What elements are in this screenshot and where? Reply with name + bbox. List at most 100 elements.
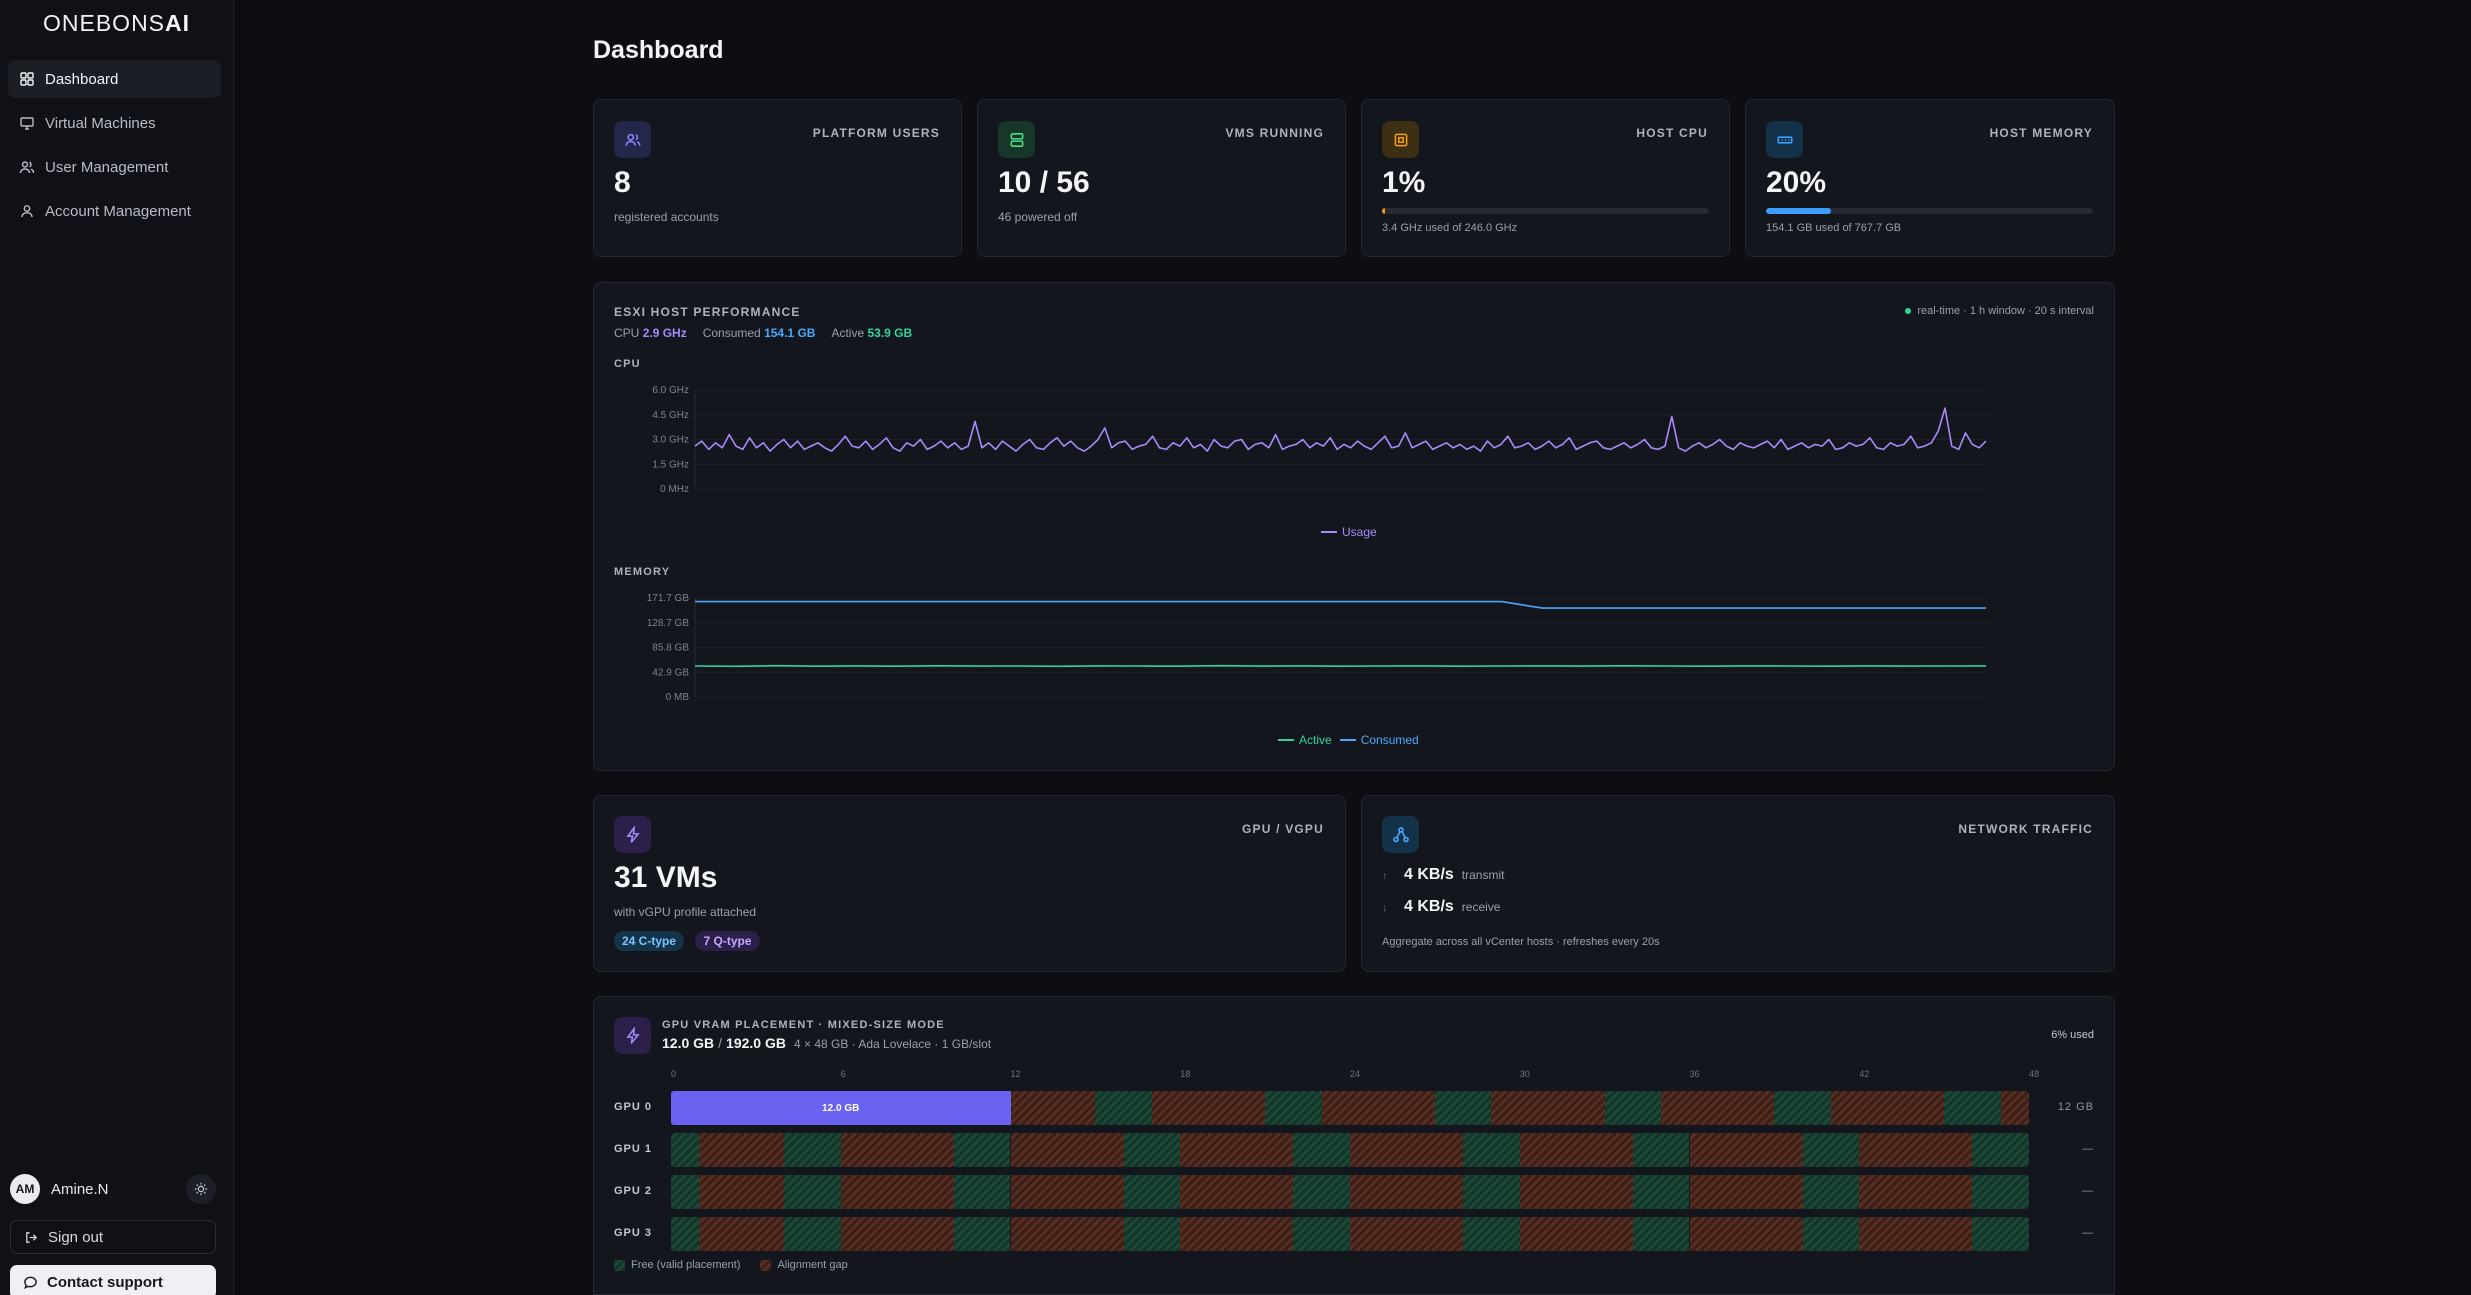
stat-card-platform-users: PLATFORM USERS 8 registered accounts [593,99,962,257]
free-slot-segment [671,1175,700,1209]
free-slot-segment [1123,1133,1181,1167]
cpu-summary-label: CPU [614,326,640,340]
vram-separator: / [718,1035,723,1051]
free-slot-segment [1774,1091,1831,1125]
alignment-gap-segment [1010,1217,1124,1251]
y-tick-label: 6.0 GHz [652,385,689,396]
active-summary-label: Active [831,326,865,340]
vram-slot-scale: 0 6 12 18 24 30 36 42 48 [671,1069,2039,1083]
users-icon [624,133,641,146]
network-icon [1392,826,1409,842]
free-slot-segment [671,1133,700,1167]
active-summary-value: 53.9 GB [867,326,913,340]
slot-scale-tick: 12 [1010,1069,1021,1079]
receive-label: receive [1461,900,1501,914]
free-slot-segment [1293,1133,1350,1167]
contact-support-button[interactable]: Contact support [10,1265,216,1295]
alignment-gap-segment [1859,1217,1973,1251]
sidebar-item-dashboard[interactable]: Dashboard [8,60,221,98]
alignment-gap-segment [1661,1091,1775,1125]
stat-value: 1% [1382,166,1426,199]
free-slot-segment [784,1217,841,1251]
cpu-chart-title: CPU [614,358,641,370]
alignment-gap-segment [1010,1091,1096,1125]
slot-scale-tick: 36 [1689,1069,1700,1079]
theme-toggle-button[interactable] [186,1174,216,1204]
live-dot-icon [1905,308,1912,314]
sidebar-item-label: Account Management [45,202,191,220]
alignment-gap-segment [1350,1133,1464,1167]
brand-logo[interactable]: ONEBONSAI [43,10,190,37]
bolt-icon-box [614,1017,651,1054]
grid-icon [20,72,34,86]
memory-usage-bar [1766,208,2093,214]
network-note: Aggregate across all vCenter hosts · ref… [1382,936,1660,948]
alignment-gap-segment [699,1217,785,1251]
page-title: Dashboard [593,36,724,64]
stat-label: HOST CPU [1636,126,1708,140]
esxi-title: ESXI HOST PERFORMANCE [614,305,801,319]
series-line-consumed [695,600,1986,609]
free-slot-segment [1293,1217,1350,1251]
series-line-active [694,664,1987,668]
gpu-vram-placement-card: GPU VRAM PLACEMENT · MIXED-SIZE MODE 12.… [593,996,2115,1295]
free-slot-segment [953,1217,1011,1251]
y-tick-label: 128.7 GB [647,618,690,629]
realtime-status-text: real-time · 1 h window · 20 s interval [1917,305,2094,317]
stat-label: VMS RUNNING [1225,126,1324,140]
users-icon [19,161,35,174]
y-tick-label: 171.7 GB [647,593,690,604]
gpu-vgpu-card: GPU / VGPU 31 VMs with vGPU profile atta… [593,795,1346,972]
vgpu-type-pills: 24 C-type 7 Q-type [614,931,767,951]
y-tick-label: 4.5 GHz [652,410,689,421]
alignment-gap-segment [1519,1133,1633,1167]
avatar[interactable]: AM [10,1174,40,1204]
sidebar-item-user-management[interactable]: User Management [8,148,221,186]
cpu-summary: CPU 2.9 GHz [614,326,687,340]
consumed-summary-label: Consumed [702,326,761,340]
alignment-gap-segment [1519,1175,1633,1209]
stat-label: HOST MEMORY [1989,126,2093,140]
stat-card-host-cpu: HOST CPU 1% 3.4 GHz used of 246.0 GHz [1361,99,1730,257]
sidebar-item-virtual-machines[interactable]: Virtual Machines [8,104,221,142]
gpu-row-usage: — [2082,1227,2094,1239]
gpu-row-label: GPU 3 [614,1227,653,1239]
gpu-vgpu-value: 31 VMs [614,861,718,894]
vram-detail: 4 × 48 GB · Ada Lovelace · 1 GB/slot [793,1037,992,1051]
free-slot-segment [1123,1175,1181,1209]
network-traffic-card: NETWORK TRAFFIC ↑ 4 KB/s transmit ↓ 4 KB… [1361,795,2115,972]
alignment-gap-segment [1180,1133,1294,1167]
gpu-row-usage: — [2082,1185,2094,1197]
memory-usage-bar-fill [1766,208,1832,214]
sidebar-nav: Dashboard Virtual Machines User Manageme… [8,60,221,236]
free-slot-segment [1434,1091,1492,1125]
free-legend-swatch [614,1259,625,1271]
slot-scale-tick: 18 [1180,1069,1191,1079]
stat-card-host-memory: HOST MEMORY 20% 154.1 GB used of 767.7 G… [1745,99,2115,257]
active-legend-swatch [1278,739,1294,741]
active-summary: Active 53.9 GB [831,326,912,340]
stat-sub: 154.1 GB used of 767.7 GB [1766,222,1902,234]
cpu-icon [1394,133,1407,146]
gpu-slot-track: 12.0 GB [671,1091,2029,1125]
sign-out-button[interactable]: Sign out [10,1220,216,1254]
free-slot-segment [1463,1133,1520,1167]
alignment-gap-segment [1689,1133,1803,1167]
vram-allocation-block[interactable]: 12.0 GB [671,1091,1011,1125]
free-legend-label: Free (valid placement) [631,1259,741,1271]
alignment-gap-segment [1519,1217,1633,1251]
free-slot-segment [1972,1217,2029,1251]
sidebar-item-account-management[interactable]: Account Management [8,192,221,230]
c-type-badge: 24 C-type [614,931,685,951]
vram-title: GPU VRAM PLACEMENT · MIXED-SIZE MODE [662,1019,945,1031]
alignment-gap-segment [1321,1091,1435,1125]
free-slot-segment [671,1217,700,1251]
alignment-gap-segment [840,1133,954,1167]
free-slot-segment [1463,1175,1520,1209]
stat-sub: 3.4 GHz used of 246.0 GHz [1382,222,1518,234]
alignment-gap-segment [1350,1217,1464,1251]
alignment-gap-segment [1830,1091,1945,1125]
alignment-gap-segment [1180,1175,1294,1209]
memory-legend: Active Consumed [1278,733,1419,747]
